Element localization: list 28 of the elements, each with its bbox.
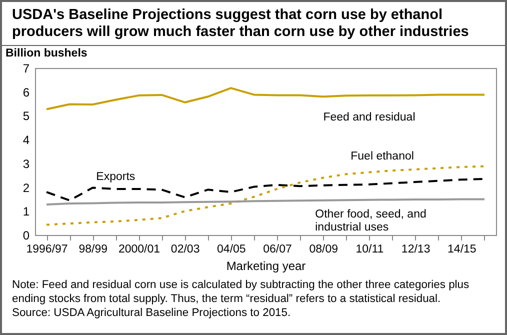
- y-tick-label: 2: [22, 180, 30, 195]
- x-tick-label: 10/11: [356, 244, 384, 256]
- x-tick-label: 98/99: [78, 244, 108, 256]
- series-label: Fuel ethanol: [350, 150, 414, 163]
- y-tick-label: 7: [22, 62, 30, 76]
- series-label: Exports: [96, 170, 136, 183]
- chart-title: USDA's Baseline Projections suggest that corn use by ethanol producers will grow much faster than corn use by other industries: [2, 2, 505, 46]
- text: Note: Feed and residual corn use is calculated by subtracting the other three categories plus ending stocks from total supply. Thus, the term “residual” refers to a statistical residual.: [12, 278, 470, 306]
- x-tick-label: 2000/01: [118, 244, 160, 256]
- x-tick-label: 12/13: [401, 244, 430, 256]
- x-tick-label: 1996/97: [26, 244, 68, 256]
- series-label: Other food, seed, and industrial uses: [315, 208, 426, 234]
- series-label: Feed and residual: [323, 111, 416, 124]
- source-note: Source: USDA Agricultural Baseline Projections to 2015.: [12, 306, 292, 320]
- x-axis-title: Marketing year: [226, 259, 306, 273]
- x-tick-label: 08/09: [309, 244, 338, 256]
- x-tick-label: 14/15: [448, 244, 476, 256]
- y-tick-label: 6: [22, 85, 30, 100]
- y-tick-label: 1: [22, 204, 30, 219]
- y-tick-label: 4: [22, 133, 30, 148]
- y-axis-title: Billion bushels: [6, 48, 88, 60]
- y-tick-label: 5: [22, 109, 30, 124]
- y-tick-label: 0: [22, 228, 30, 242]
- y-tick-label: 3: [22, 156, 30, 171]
- x-tick-label: 02/03: [170, 244, 200, 256]
- line-series: [46, 87, 486, 110]
- x-tick-label: 06/07: [263, 244, 292, 256]
- x-tick-label: 04/05: [217, 244, 246, 256]
